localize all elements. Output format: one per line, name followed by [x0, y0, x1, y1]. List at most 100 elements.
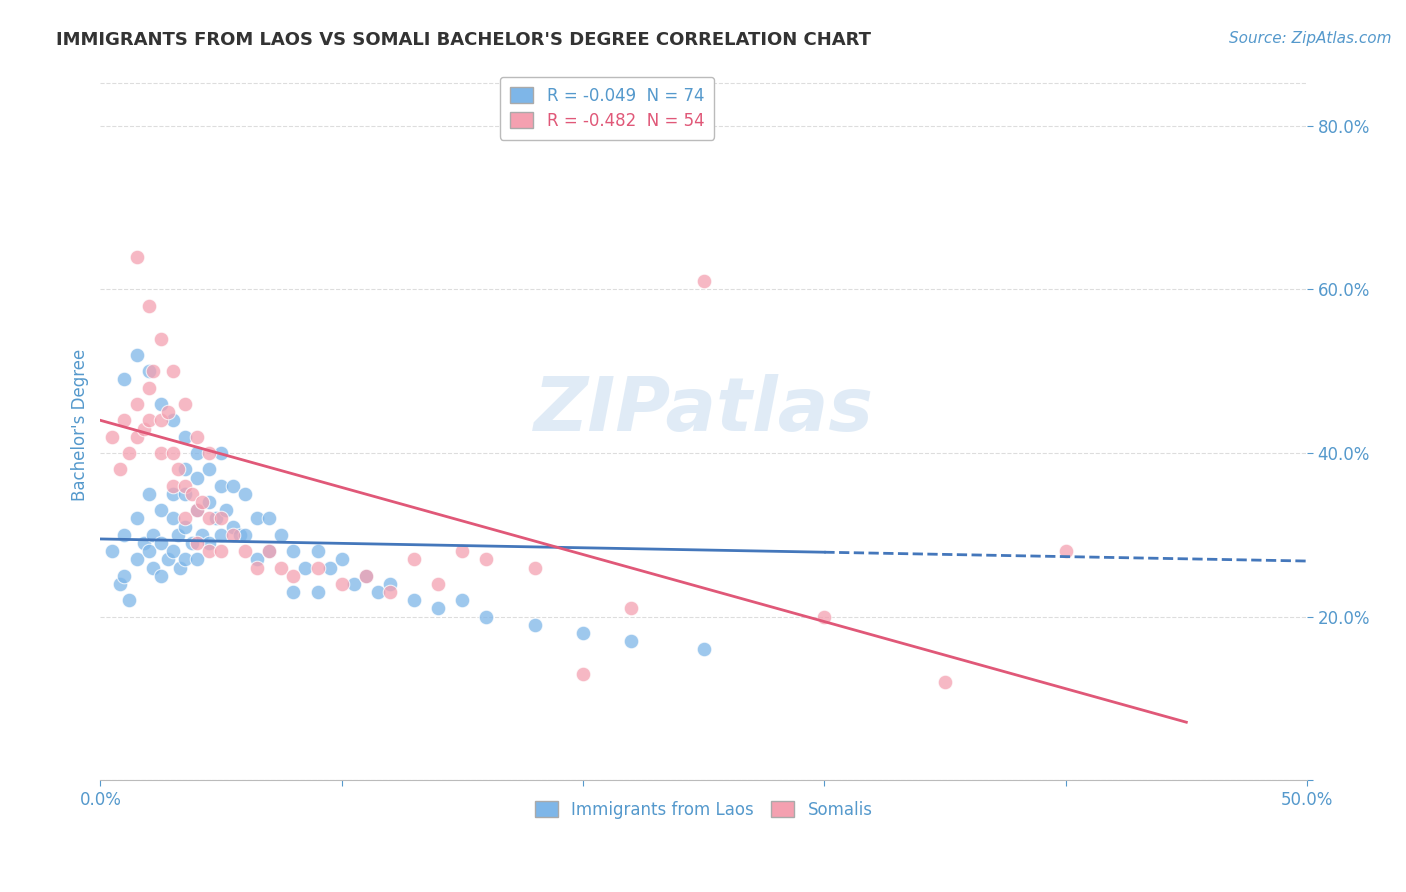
Point [125, 552, 148, 566]
Point [149, 503, 172, 517]
Point [162, 364, 184, 378]
Point [186, 503, 208, 517]
Point [209, 544, 232, 558]
Point [190, 495, 212, 509]
Point [156, 405, 179, 419]
Point [343, 577, 366, 591]
Text: ZIPatlas: ZIPatlas [534, 374, 873, 447]
Point [173, 511, 195, 525]
Point [307, 585, 329, 599]
Point [149, 397, 172, 411]
Y-axis label: Bachelor's Degree: Bachelor's Degree [72, 348, 89, 500]
Point [149, 536, 172, 550]
Point [354, 568, 377, 582]
Point [114, 413, 136, 427]
Point [229, 528, 252, 542]
Point [173, 479, 195, 493]
Point [283, 568, 305, 582]
Point [125, 397, 148, 411]
Point [283, 585, 305, 599]
Point [451, 593, 474, 607]
Point [125, 348, 148, 362]
Point [222, 519, 245, 533]
Point [156, 552, 179, 566]
Point [162, 479, 184, 493]
Point [209, 446, 232, 460]
Point [169, 560, 191, 574]
Point [270, 528, 292, 542]
Point [132, 536, 155, 550]
Point [378, 585, 401, 599]
Point [270, 560, 292, 574]
Point [118, 446, 141, 460]
Point [114, 528, 136, 542]
Point [138, 381, 160, 395]
Point [132, 421, 155, 435]
Point [186, 536, 208, 550]
Point [209, 528, 232, 542]
Point [173, 552, 195, 566]
Point [222, 479, 245, 493]
Point [186, 470, 208, 484]
Point [692, 642, 714, 657]
Point [259, 544, 281, 558]
Point [233, 544, 256, 558]
Point [294, 560, 316, 574]
Point [186, 552, 208, 566]
Point [149, 331, 172, 345]
Point [186, 446, 208, 460]
Point [378, 577, 401, 591]
Point [108, 462, 131, 476]
Point [205, 511, 228, 525]
Point [246, 511, 269, 525]
Point [173, 397, 195, 411]
Point [404, 593, 426, 607]
Point [162, 446, 184, 460]
Legend: Immigrants from Laos, Somalis: Immigrants from Laos, Somalis [529, 794, 879, 825]
Point [181, 487, 204, 501]
Point [190, 528, 212, 542]
Point [572, 626, 595, 640]
Point [138, 544, 160, 558]
Text: IMMIGRANTS FROM LAOS VS SOMALI BACHELOR'S DEGREE CORRELATION CHART: IMMIGRANTS FROM LAOS VS SOMALI BACHELOR'… [56, 31, 872, 49]
Point [125, 250, 148, 264]
Point [246, 552, 269, 566]
Point [138, 364, 160, 378]
Point [138, 299, 160, 313]
Point [173, 430, 195, 444]
Point [162, 511, 184, 525]
Point [330, 552, 353, 566]
Point [246, 560, 269, 574]
Point [198, 462, 221, 476]
Point [307, 560, 329, 574]
Point [367, 585, 389, 599]
Point [173, 487, 195, 501]
Point [166, 528, 188, 542]
Point [181, 536, 204, 550]
Point [620, 634, 643, 648]
Point [162, 413, 184, 427]
Point [692, 274, 714, 288]
Point [427, 577, 450, 591]
Point [149, 568, 172, 582]
Point [173, 462, 195, 476]
Point [138, 413, 160, 427]
Point [108, 577, 131, 591]
Point [475, 552, 498, 566]
Point [427, 601, 450, 615]
Point [198, 511, 221, 525]
Point [354, 568, 377, 582]
Point [173, 519, 195, 533]
Point [233, 528, 256, 542]
Point [166, 462, 188, 476]
Point [523, 560, 546, 574]
Point [620, 601, 643, 615]
Point [813, 609, 835, 624]
Point [142, 528, 165, 542]
Point [125, 511, 148, 525]
Point [209, 479, 232, 493]
Point [572, 667, 595, 681]
Point [209, 511, 232, 525]
Text: Source: ZipAtlas.com: Source: ZipAtlas.com [1229, 31, 1392, 46]
Point [451, 544, 474, 558]
